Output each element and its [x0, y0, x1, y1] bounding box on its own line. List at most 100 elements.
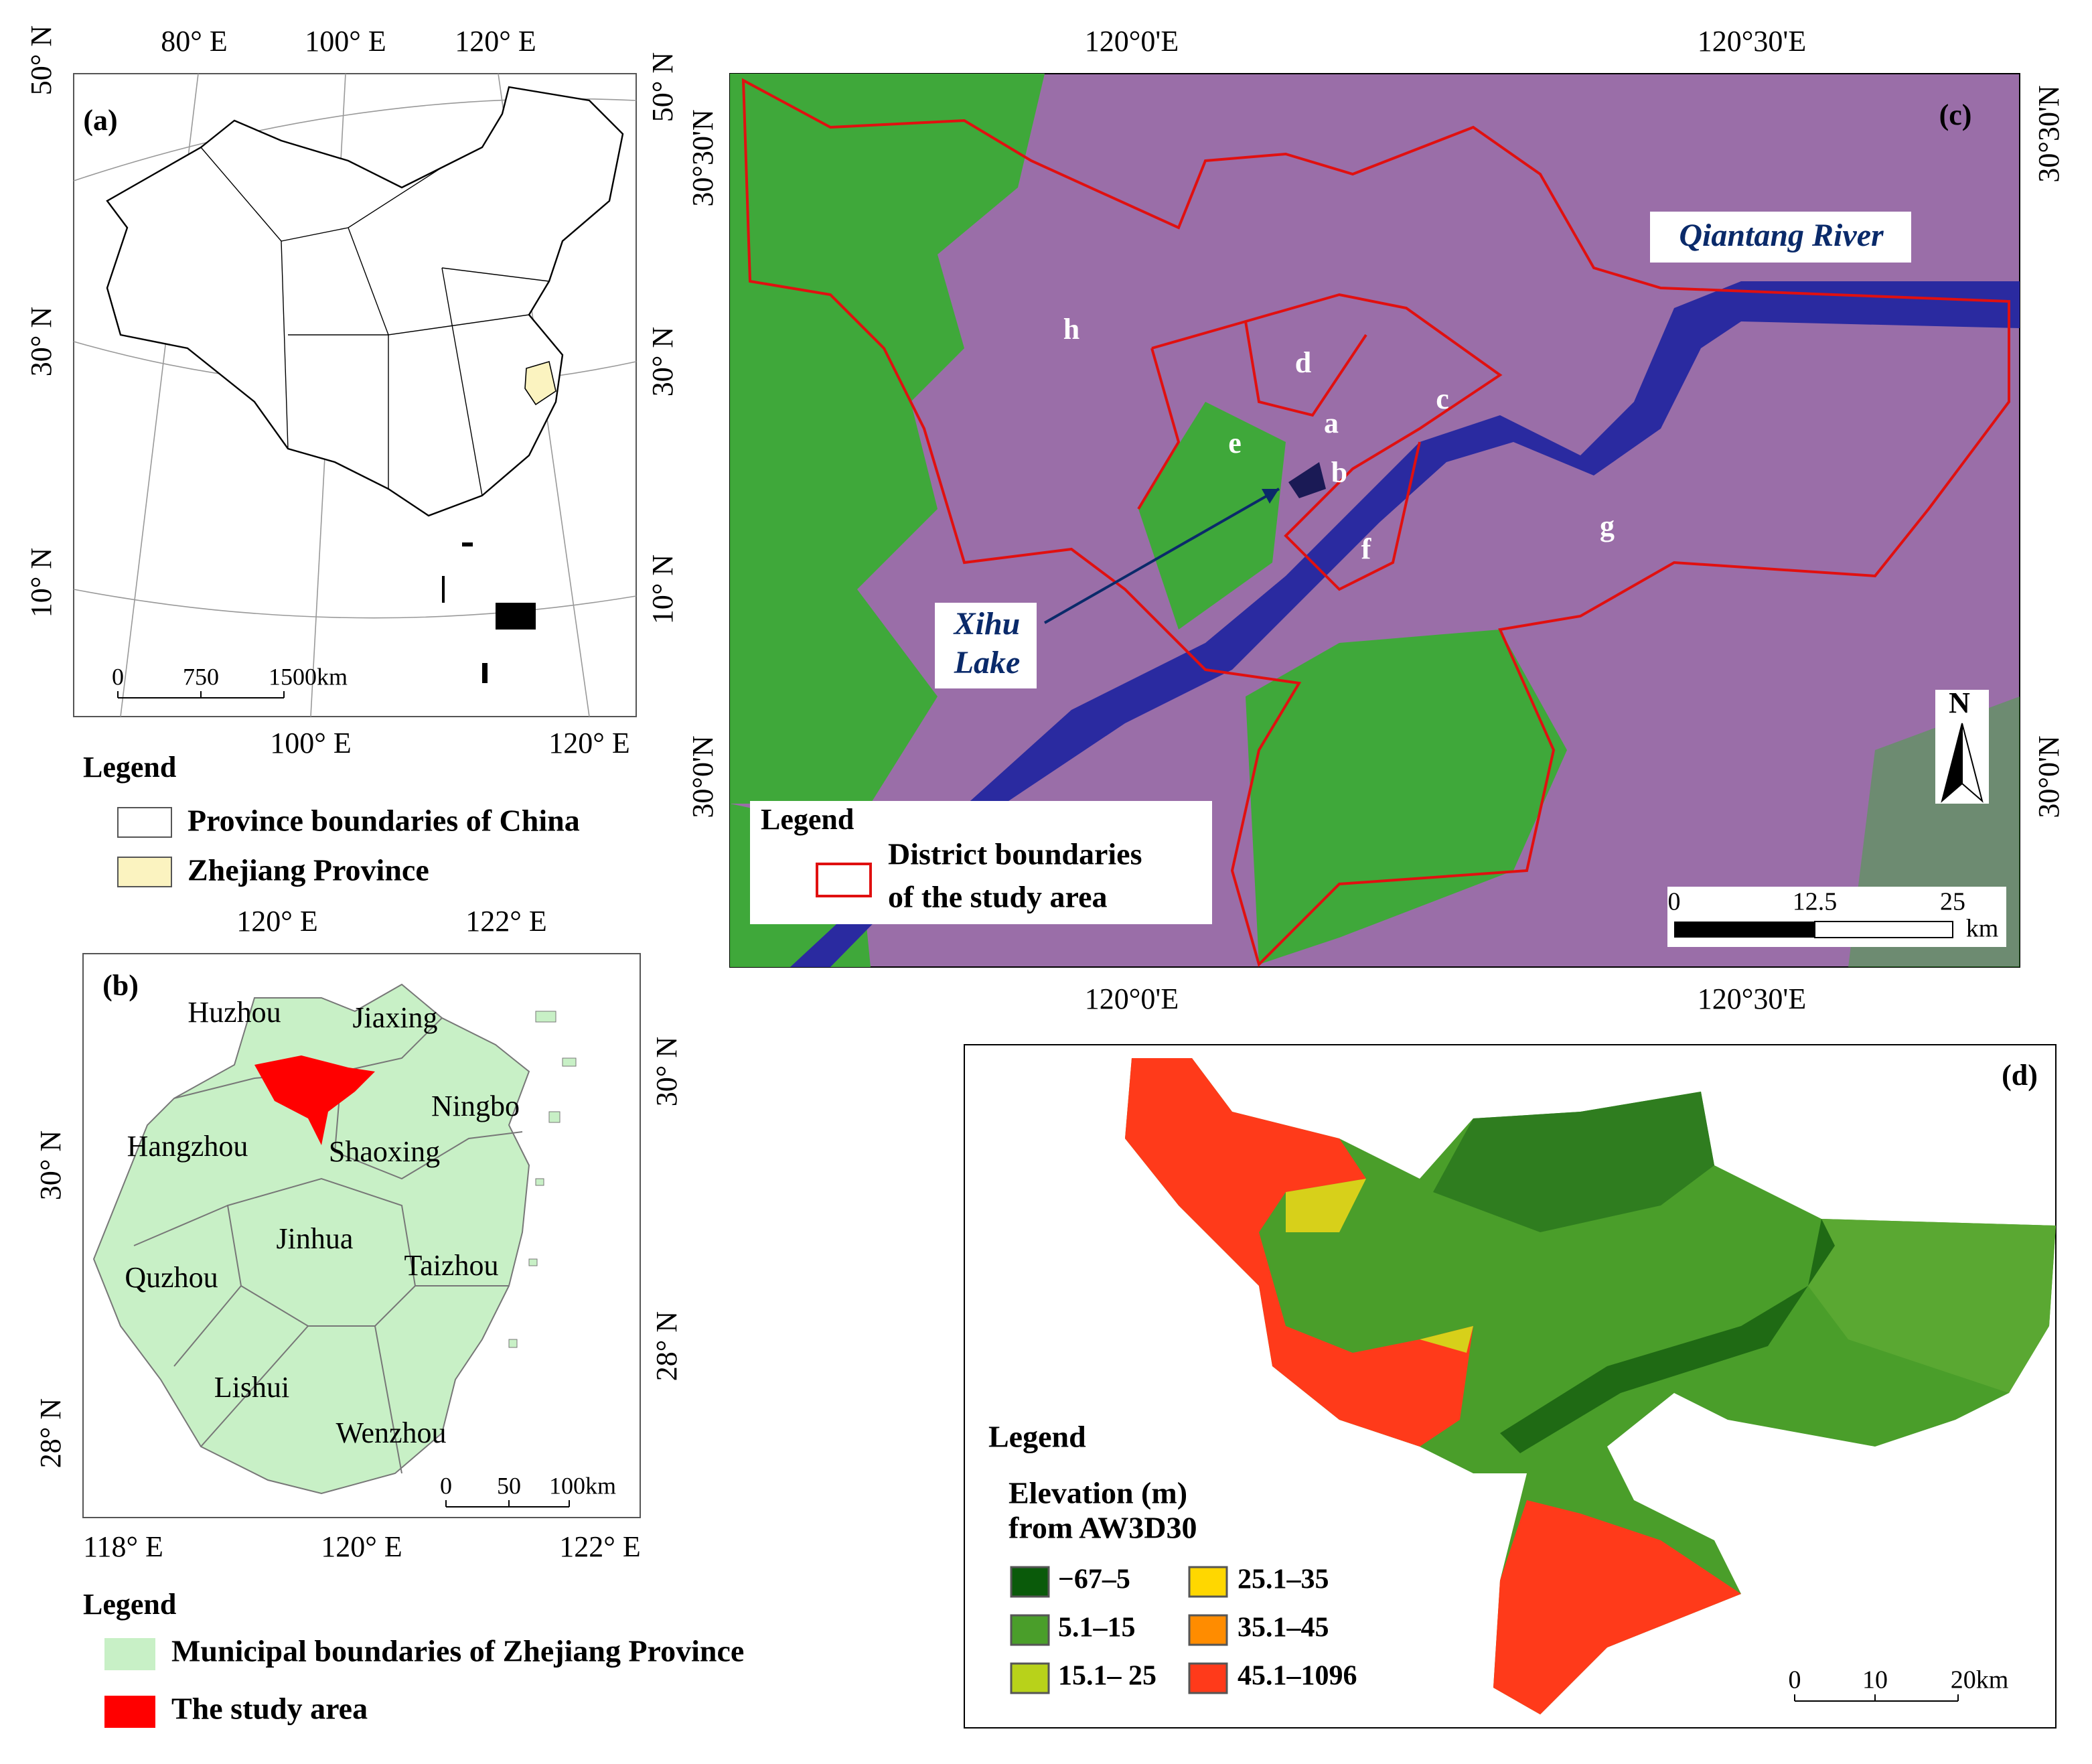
map-label: Jiaxing: [352, 1001, 437, 1034]
map-label: Legend: [83, 751, 176, 784]
map-label: Hangzhou: [127, 1130, 248, 1163]
map-label: 0: [112, 663, 124, 690]
map-label: 100° E: [305, 25, 386, 58]
map-label: District boundaries: [888, 837, 1142, 871]
study-area: [254, 1055, 375, 1145]
map-label: 50° N: [646, 52, 679, 122]
north-arrow: [1961, 723, 1984, 803]
map-label: 35.1–45: [1238, 1613, 1329, 1643]
river-label-box: [1650, 212, 1911, 263]
map-label: Huzhou: [188, 996, 281, 1029]
province-lines: [200, 147, 550, 496]
map-label: N: [1949, 686, 1970, 719]
map-label: c: [1436, 382, 1449, 415]
map-label: Lake: [954, 645, 1021, 680]
legend-swatch: [816, 863, 872, 897]
map-label: 5.1–15: [1058, 1613, 1136, 1643]
map-label: Shaoxing: [329, 1135, 440, 1168]
map-label: 0: [1668, 888, 1681, 916]
map-label: Jinhua: [277, 1222, 354, 1255]
map-label: 10° N: [25, 548, 58, 617]
map-label: 50: [497, 1472, 521, 1499]
map-label: 120° E: [548, 727, 629, 759]
map-label: Taizhou: [404, 1249, 498, 1282]
map-label: Ningbo: [431, 1090, 520, 1122]
map-label: Xihu: [953, 606, 1021, 642]
map-label: 28° N: [34, 1398, 67, 1468]
map-label: (d): [2002, 1059, 2038, 1092]
map-label: 50° N: [25, 25, 58, 95]
elevation-high: [1125, 1058, 1473, 1447]
map-label: of the study area: [888, 880, 1108, 914]
map-label: 100° E: [270, 727, 351, 759]
map-label: 12.5: [1793, 888, 1838, 916]
map-label: g: [1600, 510, 1615, 542]
map-label: Legend: [988, 1420, 1086, 1454]
arrow-head: [1262, 489, 1279, 504]
lake-arrow: [1044, 488, 1280, 624]
map-label: −67–5: [1058, 1564, 1130, 1595]
map-label: Zhejiang Province: [188, 853, 429, 887]
map-label: h: [1063, 313, 1079, 346]
scale-bar: [117, 691, 285, 699]
map-label: 25: [1940, 888, 1965, 916]
map-label: 25.1–35: [1238, 1564, 1329, 1595]
map-label: 30° N: [646, 327, 679, 396]
map-label: 30° N: [34, 1130, 67, 1200]
map-label: 30°30'N: [686, 109, 719, 206]
map-label: 120° E: [321, 1530, 402, 1563]
map-label: (a): [83, 104, 117, 137]
map-label: Wenzhou: [335, 1416, 446, 1449]
elevation-high: [1493, 1500, 1741, 1714]
map-label: 750: [183, 663, 219, 690]
map-label: Quzhou: [125, 1261, 218, 1294]
map-label: 80° E: [161, 25, 227, 58]
zhejiang: [524, 360, 556, 406]
legend-swatch: [104, 1696, 155, 1728]
panel-b: [82, 953, 641, 1728]
elevation-mid: [1808, 1219, 2056, 1393]
zhejiang-province: [92, 983, 530, 1495]
elevation-mid-high: [1286, 1179, 1473, 1353]
panel-c: [729, 73, 2020, 968]
map-label: Province boundaries of China: [188, 804, 580, 838]
map-label: from AW3D30: [1008, 1511, 1197, 1545]
map-label: 120°30'E: [1698, 982, 1806, 1015]
map-label: 0: [440, 1472, 452, 1499]
map-label: 15.1– 25: [1058, 1661, 1156, 1692]
scale-bar: [1814, 921, 1953, 938]
elevation-low: [1433, 1092, 1714, 1232]
map-label: 118° E: [83, 1530, 163, 1563]
lake: [1288, 462, 1326, 498]
map-label: 1500km: [269, 663, 348, 690]
map-label: km: [1966, 915, 1999, 943]
map-label: 122° E: [559, 1530, 640, 1563]
map-label: d: [1295, 346, 1311, 379]
map-label: b: [1331, 456, 1347, 489]
map-label: e: [1228, 427, 1242, 459]
map-label: 120°30'E: [1698, 25, 1806, 58]
islands: [442, 542, 536, 683]
district-boundaries: [741, 78, 2010, 967]
map-label: 10° N: [646, 555, 679, 624]
scale-bar: [445, 1500, 570, 1508]
map-label: f: [1361, 532, 1372, 565]
scale-bar: [1674, 922, 1815, 938]
map-label: 122° E: [465, 905, 546, 938]
legend-swatches: [1010, 1566, 1228, 1694]
map-label: 20km: [1951, 1666, 2009, 1694]
map-label: 30° N: [25, 307, 58, 376]
map-label: 120°0'E: [1085, 25, 1179, 58]
map-label: Legend: [83, 1588, 176, 1621]
map-label: Municipal boundaries of Zhejiang Provinc…: [171, 1634, 744, 1668]
islands: [508, 1011, 577, 1348]
map-label: 10: [1862, 1666, 1888, 1694]
map-label: (b): [102, 969, 139, 1002]
lake-label-box: [935, 603, 1037, 688]
map-label: Elevation (m): [1008, 1476, 1187, 1510]
map-label: 100km: [549, 1472, 616, 1499]
map-label: a: [1324, 407, 1339, 439]
river-lowland: [1500, 1219, 1835, 1453]
map-label: 30° N: [650, 1037, 683, 1106]
